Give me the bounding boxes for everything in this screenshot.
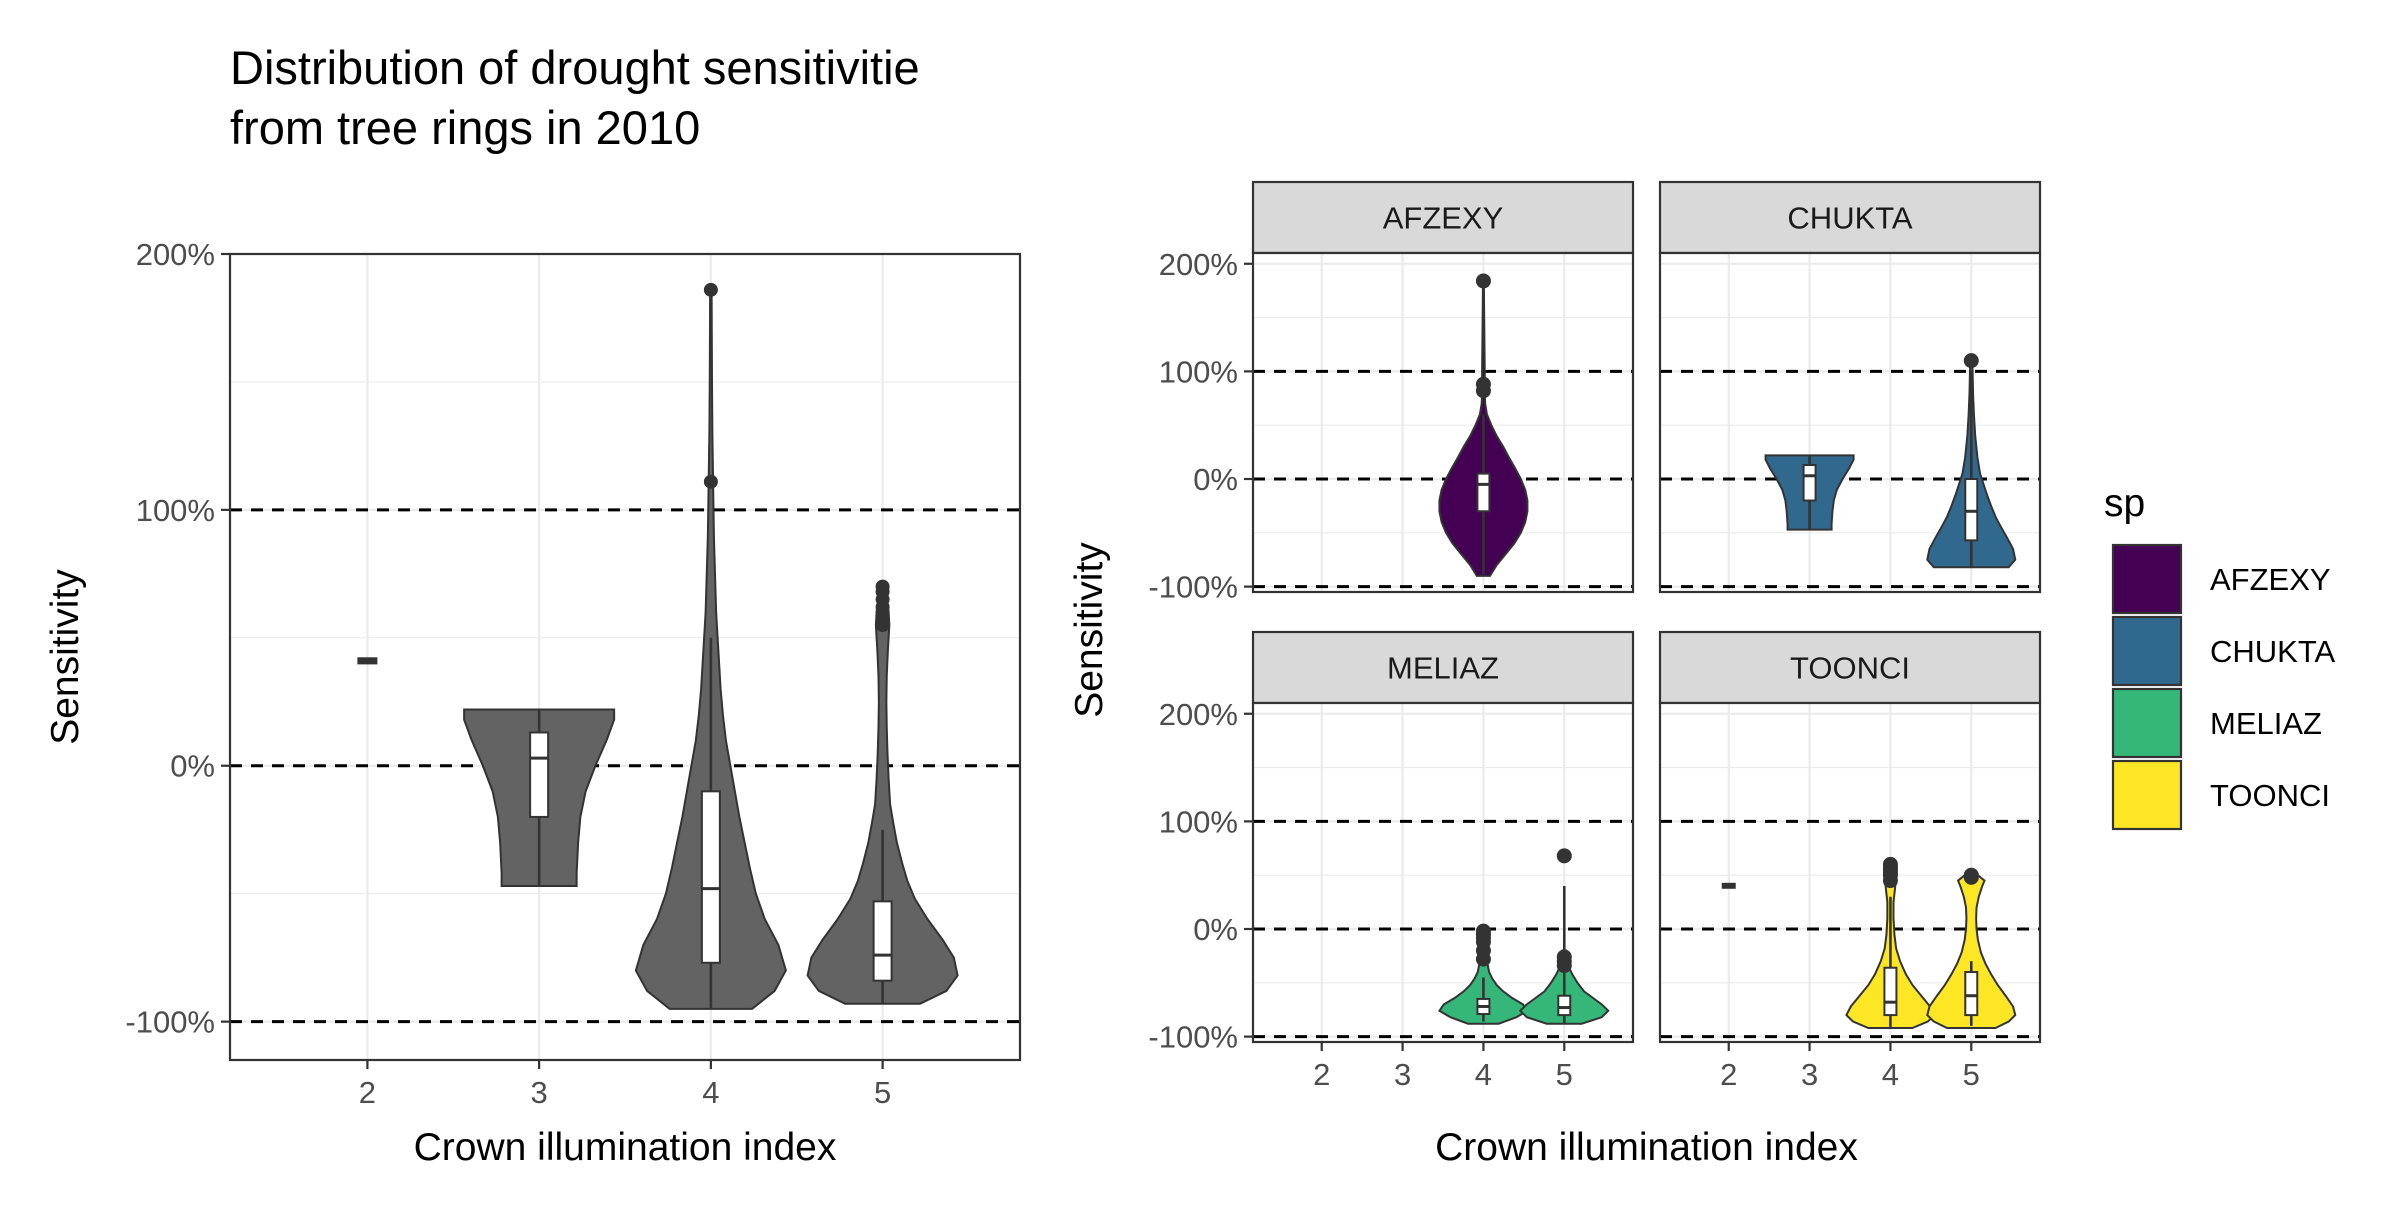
- facet-CHUKTA-outlier-5: [1963, 353, 1979, 369]
- right-chart-y-axis-title: Sensitivity: [1068, 542, 1111, 718]
- facet-MELIAZ-x-tick-label: 4: [1475, 1057, 1492, 1092]
- facet-AFZEXY-outlier-4: [1475, 273, 1491, 289]
- left-chart-box-5: [872, 900, 893, 982]
- facet-AFZEXY-y-tick-label: -100%: [1148, 570, 1238, 605]
- left-chart-outlier-4: [703, 474, 718, 489]
- left-chart-x-tick-label: 5: [874, 1075, 891, 1110]
- facet-AFZEXY-panel-border: [1251, 251, 1635, 594]
- left-chart-y-tick-label: 100%: [136, 493, 215, 528]
- left-chart-box-4: [700, 790, 721, 964]
- chart-title-line-1: Distribution of drought sensitivitie: [230, 41, 920, 94]
- left-chart-y-axis-title: Sensitivity: [44, 569, 87, 745]
- left-chart-y-tick-label: 0%: [170, 749, 215, 784]
- facet-TOONCI-box-2: [1721, 882, 1736, 889]
- facet-strip-label-CHUKTA: CHUKTA: [1787, 201, 1912, 236]
- left-chart-x-tick-label: 2: [359, 1075, 376, 1110]
- left-chart-panel-border: [228, 252, 1022, 1062]
- facet-CHUKTA-box-3: [1802, 464, 1817, 502]
- facet-MELIAZ-y-tick-label: 100%: [1159, 804, 1238, 839]
- facet-MELIAZ-panel-border: [1251, 701, 1635, 1044]
- facet-strip-MELIAZ: [1251, 630, 1635, 705]
- facet-strip-AFZEXY: [1251, 180, 1635, 255]
- facet-strip-label-TOONCI: TOONCI: [1790, 651, 1910, 686]
- facet-AFZEXY-box-4: [1476, 472, 1491, 513]
- facet-MELIAZ-y-tick-label: -100%: [1148, 1020, 1238, 1055]
- facet-MELIAZ-y-tick-label: 0%: [1193, 912, 1238, 947]
- facet-MELIAZ-x-tick-label: 5: [1556, 1057, 1573, 1092]
- facet-AFZEXY-outlier-4: [1475, 376, 1491, 392]
- facet-MELIAZ-x-tick-label: 2: [1313, 1057, 1330, 1092]
- facet-TOONCI-x-tick-label: 3: [1801, 1057, 1818, 1092]
- legend-label-AFZEXY: AFZEXY: [2210, 562, 2331, 597]
- legend-label-MELIAZ: MELIAZ: [2210, 706, 2322, 741]
- facet-TOONCI-x-tick-label: 5: [1963, 1057, 1980, 1092]
- chart-title-line-2: from tree rings in 2010: [230, 101, 700, 154]
- facet-TOONCI-outlier-4: [1882, 856, 1898, 872]
- facet-MELIAZ-box-5: [1557, 994, 1572, 1017]
- left-chart-x-tick-label: 4: [702, 1075, 719, 1110]
- left-chart-outlier-5: [875, 579, 890, 594]
- facet-MELIAZ-y-tick-label: 200%: [1159, 697, 1238, 732]
- left-chart-x-axis-title: Crown illumination index: [414, 1126, 837, 1169]
- facet-TOONCI-box-4: [1883, 966, 1898, 1017]
- facet-CHUKTA-box-5: [1964, 478, 1979, 542]
- legend-key-AFZEXY: [2111, 543, 2183, 615]
- legend-label-TOONCI: TOONCI: [2210, 778, 2330, 813]
- legend-title: sp: [2104, 482, 2145, 525]
- facet-strip-label-AFZEXY: AFZEXY: [1383, 201, 1504, 236]
- facet-TOONCI-panel-border: [1658, 701, 2042, 1044]
- left-chart-box-2: [357, 657, 378, 665]
- left-chart-x-tick-label: 3: [531, 1075, 548, 1110]
- facet-TOONCI-box-5: [1964, 971, 1979, 1017]
- facet-CHUKTA-panel-border: [1658, 251, 2042, 594]
- legend-key-CHUKTA: [2111, 615, 2183, 687]
- facet-MELIAZ-outlier-5: [1556, 958, 1572, 974]
- facet-TOONCI-x-tick-label: 4: [1882, 1057, 1899, 1092]
- facet-AFZEXY-y-tick-label: 0%: [1193, 462, 1238, 497]
- facet-MELIAZ-outlier-4: [1475, 951, 1491, 967]
- facet-strip-TOONCI: [1658, 630, 2042, 705]
- facet-AFZEXY-plot-bg: [1253, 253, 1633, 592]
- legend-key-MELIAZ: [2111, 687, 2183, 759]
- facet-TOONCI-outlier-5: [1963, 867, 1979, 883]
- right-chart-x-axis-title: Crown illumination index: [1435, 1126, 1858, 1169]
- facet-MELIAZ-x-tick-label: 3: [1394, 1057, 1411, 1092]
- facet-MELIAZ-outlier-5: [1556, 848, 1572, 864]
- legend-label-CHUKTA: CHUKTA: [2210, 634, 2335, 669]
- facet-TOONCI-x-tick-label: 2: [1720, 1057, 1737, 1092]
- left-chart-y-tick-label: 200%: [136, 237, 215, 272]
- left-chart-y-tick-label: -100%: [125, 1005, 215, 1040]
- legend-key-TOONCI: [2111, 759, 2183, 831]
- facet-strip-label-MELIAZ: MELIAZ: [1387, 651, 1499, 686]
- left-chart-box-3: [529, 731, 550, 818]
- facet-AFZEXY-y-tick-label: 100%: [1159, 354, 1238, 389]
- left-chart-outlier-4: [703, 282, 718, 297]
- facet-AFZEXY-y-tick-label: 200%: [1159, 247, 1238, 282]
